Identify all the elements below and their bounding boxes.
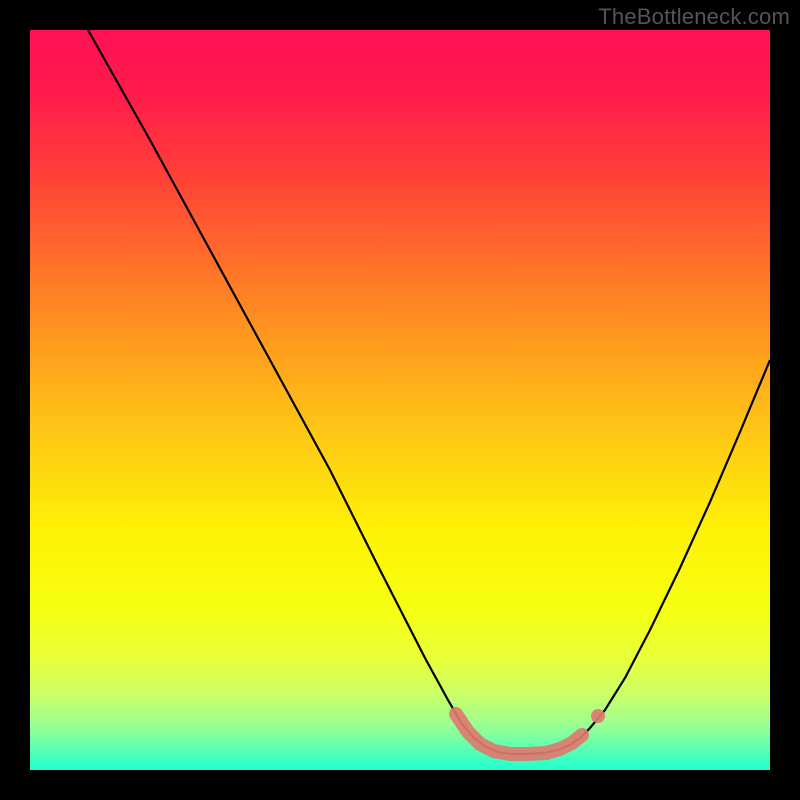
chart-svg	[0, 0, 800, 800]
chart-container: TheBottleneck.com	[0, 0, 800, 800]
watermark-label: TheBottleneck.com	[598, 4, 790, 30]
plot-area	[30, 30, 770, 770]
valley-highlight-dot	[591, 709, 605, 723]
